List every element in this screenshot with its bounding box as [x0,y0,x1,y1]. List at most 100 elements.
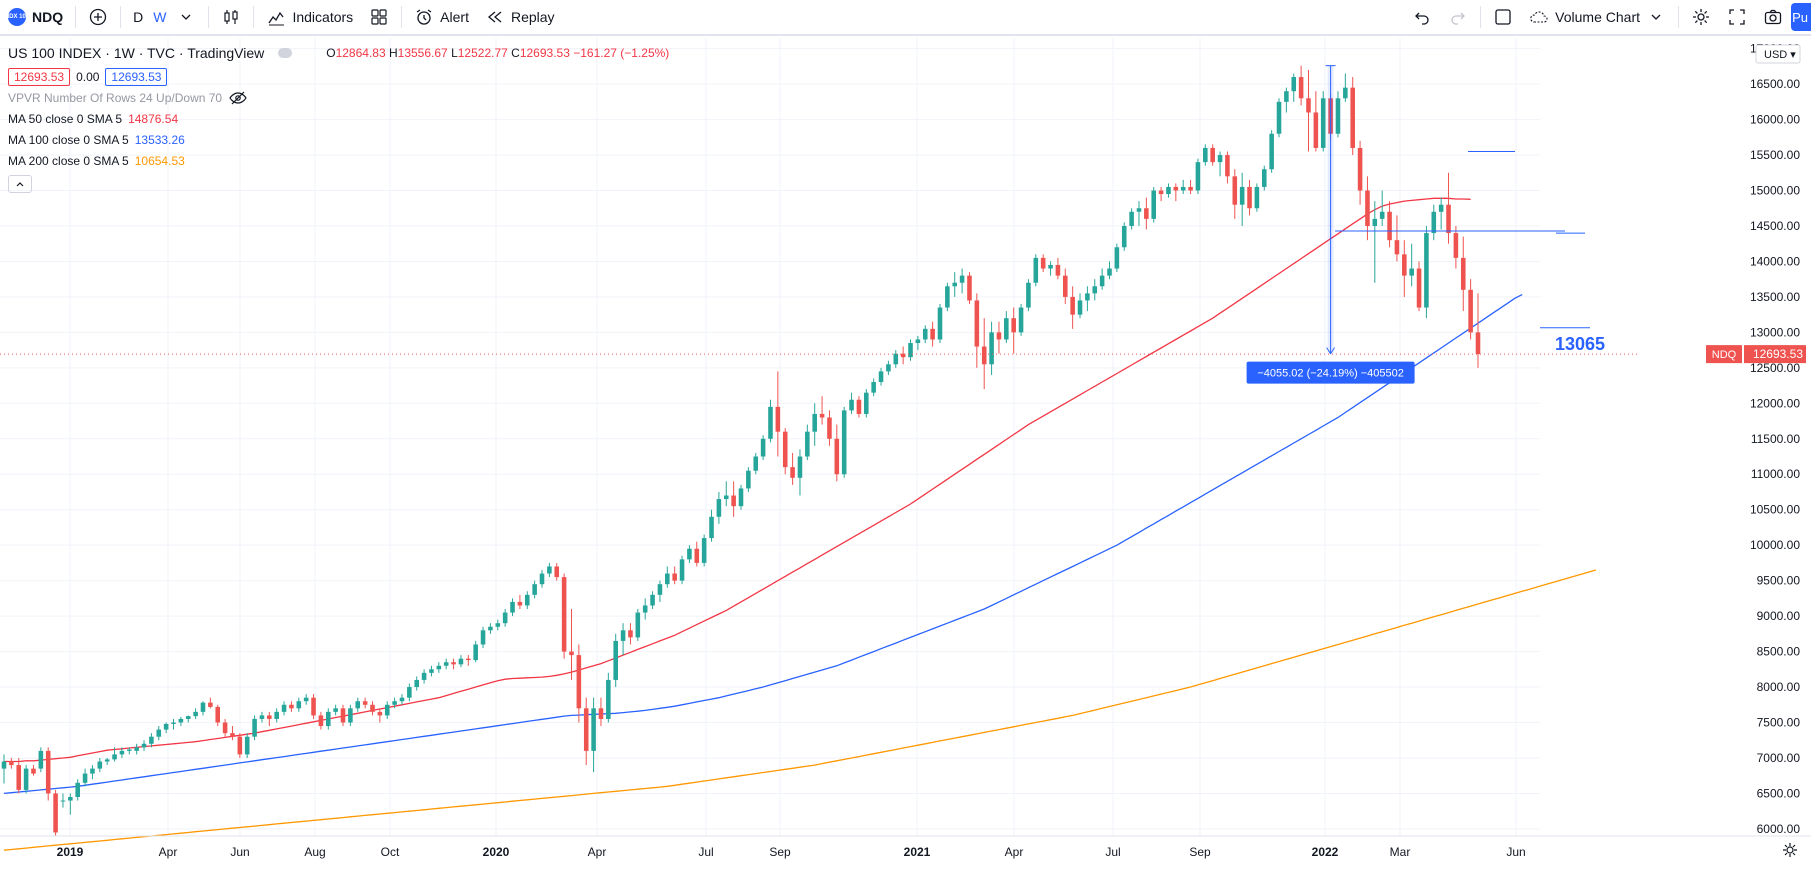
candle-body [967,275,972,301]
symbol-search-button[interactable]: NDX 100 NDQ [0,0,71,35]
indicator-row-vpvr[interactable]: VPVR Number Of Rows 24 Up/Down 70 [8,87,669,108]
price-tick-label: 6000.00 [1757,822,1801,836]
eye-hidden-icon[interactable] [228,88,248,108]
volume-chart-layout-button[interactable]: Volume Chart [1521,0,1674,35]
time-axis: 2019 Apr Jun Aug Oct 2020 Apr Jul Sep 2021 Apr Jul S… [0,835,1811,859]
candle-body [878,371,884,383]
price-tick-label: 12000.00 [1750,396,1800,410]
publish-button[interactable]: Pu [1791,3,1811,31]
candle-body [598,708,604,719]
candle-body [112,754,117,760]
price-tick-label: 9500.00 [1757,574,1801,588]
last-price-box [1744,345,1806,364]
candle-body [849,399,854,411]
measure-label-box [1246,361,1415,384]
chevron-up-icon [14,178,26,190]
chart-pane[interactable]: −4055.02 (−24.19%) −4055021306517000.001… [0,38,1811,874]
ma200-line [3,569,1597,851]
candle-body [893,353,899,365]
candle-body [930,328,935,340]
candle-body [606,679,611,719]
indicator-value: 10654.53 [134,153,185,168]
snapshot-button[interactable] [1755,0,1791,35]
fullscreen-button[interactable] [1719,0,1755,35]
candle-body [392,701,397,705]
indicator-row-ma100[interactable]: MA 100 close 0 SMA 5 13533.26 [8,129,669,150]
indicator-name: MA 200 close 0 SMA 5 [8,153,129,168]
candle-body [127,749,132,751]
templates-button[interactable] [361,0,397,35]
layout-button[interactable] [1485,0,1521,35]
candle-body [185,716,191,719]
candle-body [141,743,147,748]
price-chart[interactable]: −4055.02 (−24.19%) −4055021306517000.001… [0,38,1811,874]
replay-button[interactable]: Replay [477,0,563,35]
candles-icon [221,7,241,27]
candle-body [451,662,456,665]
symbol-tag-label: NDQ [1712,349,1737,361]
time-tick-label: Aug [304,845,325,859]
time-tick-label: Jul [1105,845,1120,859]
candle-body [1438,204,1444,212]
candle-body [1365,190,1370,226]
candle-body [1335,98,1341,134]
candle-body [303,697,309,702]
candle-body [1424,233,1429,308]
indicators-button[interactable]: Indicators [258,0,361,35]
candle-body [1077,300,1083,315]
price-tick-label: 6500.00 [1757,786,1801,800]
candle-body [738,488,744,507]
candle-body [436,665,442,670]
buy-price-button[interactable]: 12693.53 [105,67,168,86]
candle-body [31,768,36,774]
candle-body [1217,155,1223,163]
candle-body [1195,162,1201,191]
redo-button[interactable] [1440,0,1476,35]
indicator-row-ma50[interactable]: MA 50 close 0 SMA 5 14876.54 [8,108,669,129]
alert-button[interactable]: Alert [406,0,477,35]
interval-day-button[interactable]: D [125,0,151,35]
symbol-description[interactable]: US 100 INDEX · 1W · TVC · TradingView [8,44,265,61]
undo-button[interactable] [1404,0,1440,35]
candle-body [746,470,751,489]
toolbar-divider [1480,6,1482,28]
price-tick-label: 8000.00 [1757,680,1801,694]
time-tick-label: Jul [698,845,713,859]
candle-body [480,630,486,645]
candle-body [812,413,817,432]
time-tick-label: Sep [1189,845,1211,859]
candle-body [1409,268,1414,276]
candle-body [1188,186,1193,191]
interval-dropdown-button[interactable] [168,0,204,35]
candle-body [561,577,567,652]
collapse-legend-button[interactable] [8,175,32,193]
candle-body [1313,112,1319,148]
indicator-row-ma200[interactable]: MA 200 close 0 SMA 5 10654.53 [8,150,669,171]
compare-symbol-button[interactable] [80,0,116,35]
measure-arrow [1326,347,1336,355]
candle-body [886,364,891,372]
settings-button[interactable] [1683,0,1719,35]
candle-body [1180,186,1186,191]
candle-body [1085,293,1090,301]
candle-body [1033,257,1039,283]
candle-body [68,796,73,801]
candle-body [289,704,294,709]
candle-body [834,438,840,475]
chart-style-button[interactable] [213,0,249,35]
candle-body [362,701,368,705]
candle-body [709,516,714,539]
candle-body [650,594,655,606]
change-value: −161.27 (−1.25%) [573,45,670,60]
toolbar-divider [75,6,77,28]
candle-body [259,715,265,719]
candle-body [539,573,545,585]
candle-body [1239,186,1245,205]
price-tick-label: 10500.00 [1750,503,1800,517]
time-tick-label: Apr [588,845,607,859]
interval-week-button[interactable]: W [151,0,168,35]
candle-body [1158,190,1164,195]
candle-body [1446,204,1451,234]
sell-price-button[interactable]: 12693.53 [8,67,71,86]
candle-body [642,605,648,613]
